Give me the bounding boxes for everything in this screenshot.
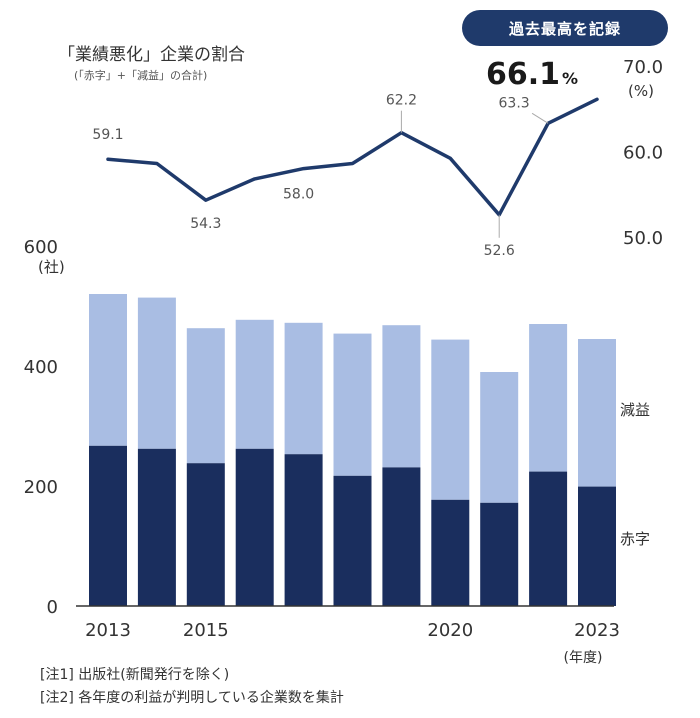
bar-segment-deficit [284, 454, 323, 606]
x-tick-label: 2023 [574, 620, 620, 641]
bar-segment-deficit [137, 448, 176, 606]
bar-segment-deficit [235, 448, 274, 606]
bar-segment-decline [529, 324, 568, 472]
line-data-label: 62.2 [386, 93, 417, 109]
y-tick-label: 600 [24, 237, 58, 258]
bar-segment-deficit [382, 467, 421, 606]
line-data-label: 52.6 [484, 243, 515, 259]
y-axis-unit: (社) [38, 258, 65, 276]
note-2: [注2] 各年度の利益が判明している企業数を集計 [40, 690, 344, 706]
bar-segment-deficit [89, 445, 127, 606]
x-axis-unit: (年度) [564, 650, 603, 666]
line-y-tick-label: 60.0 [623, 143, 663, 164]
bar-segment-deficit [186, 463, 225, 606]
line-y-tick-label: 70.0 [623, 57, 663, 78]
bar-segment-decline [235, 319, 274, 449]
bar-segment-decline [382, 325, 421, 468]
y-tick-label: 0 [47, 597, 58, 618]
bar-segment-decline [284, 322, 323, 455]
bar-segment-deficit [480, 502, 519, 606]
highlight-unit: % [562, 69, 578, 88]
bar-segment-decline [89, 294, 127, 446]
bar-segment-deficit [529, 471, 568, 606]
line-data-label: 63.3 [499, 95, 530, 111]
highlight-value: 66.1 [486, 57, 560, 92]
series-label-deficit: 赤字 [620, 530, 650, 548]
bar-segment-decline [480, 372, 519, 503]
x-tick-label: 2013 [85, 620, 131, 641]
x-tick-label: 2015 [183, 620, 229, 641]
line-y-unit: (%) [628, 82, 654, 100]
chart-subtitle: (「赤字」+「減益」の合計) [74, 69, 208, 82]
data-label-leader [531, 112, 549, 124]
line-data-label: 59.1 [92, 127, 123, 143]
line-data-label: 54.3 [190, 216, 221, 232]
series-label-decline: 減益 [620, 401, 650, 419]
note-1: [注1] 出版社(新聞発行を除く) [40, 667, 230, 683]
line-y-tick-label: 50.0 [623, 228, 663, 249]
bar-segment-deficit [431, 499, 470, 606]
chart-title: 「業績悪化」企業の割合 [58, 45, 245, 65]
bar-segment-decline [578, 339, 616, 487]
bar-segment-decline [137, 297, 176, 449]
x-tick-label: 2020 [427, 620, 473, 641]
line-series [106, 97, 599, 217]
record-badge: 過去最高を記録 [462, 10, 668, 46]
bar-segment-decline [333, 333, 372, 476]
line-data-label: 58.0 [283, 187, 314, 203]
bar-segment-decline [431, 339, 470, 500]
bar-segment-deficit [333, 475, 372, 606]
bar-segment-deficit [578, 486, 616, 606]
y-tick-label: 400 [24, 357, 58, 378]
bar-segment-decline [186, 328, 225, 464]
y-tick-label: 200 [24, 477, 58, 498]
